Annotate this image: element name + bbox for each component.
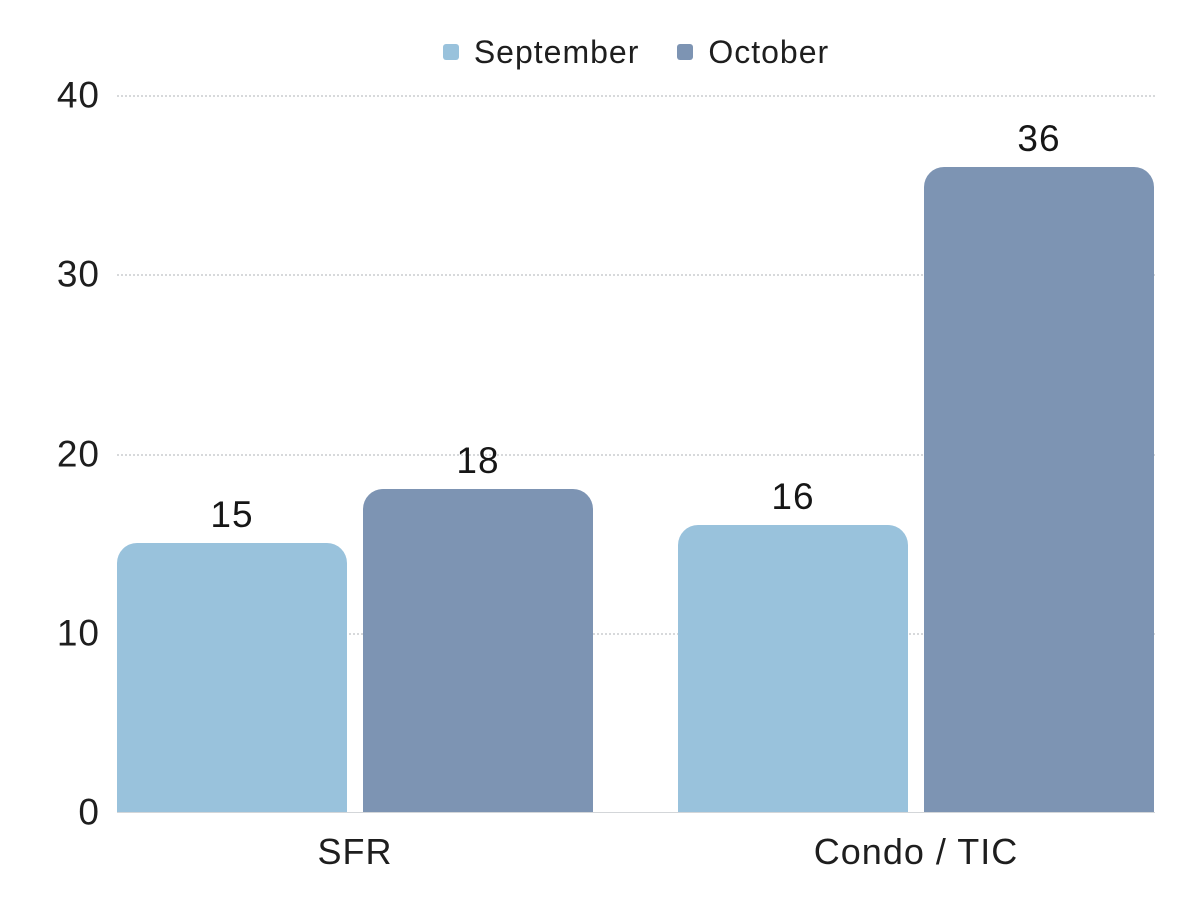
bar-value-label: 18 (456, 440, 500, 482)
bar-september-condo-tic (678, 525, 908, 812)
gridline (117, 632, 1155, 635)
legend-label: September (473, 34, 640, 70)
legend-label: October (708, 34, 830, 70)
legend-item-september: September (442, 34, 640, 70)
gridline (117, 274, 1155, 277)
chart-legend: September October (117, 36, 1155, 68)
gridline (117, 812, 1155, 813)
y-tick-label: 30 (56, 253, 100, 295)
bar-value-label: 36 (1017, 117, 1061, 159)
legend-item-october: October (677, 36, 829, 68)
y-tick-label: 0 (78, 791, 100, 833)
bar-value-label: 15 (210, 494, 254, 536)
gridline (117, 453, 1155, 456)
bar-september-sfr (117, 543, 347, 812)
bar-value-label: 16 (771, 476, 815, 518)
bar-october-condo-tic (924, 166, 1154, 812)
plot-area: 15 18 16 36 (117, 95, 1155, 813)
gridline (117, 95, 1155, 97)
legend-swatch-october (677, 44, 694, 60)
x-category-label-sfr: SFR (317, 831, 393, 872)
bar-october-sfr (363, 489, 593, 812)
x-category-label-condo-tic: Condo / TIC (813, 831, 1019, 872)
legend-swatch-september (442, 44, 459, 60)
y-tick-label: 20 (56, 433, 100, 474)
y-tick-label: 40 (56, 74, 100, 116)
y-tick-label: 10 (56, 612, 100, 654)
